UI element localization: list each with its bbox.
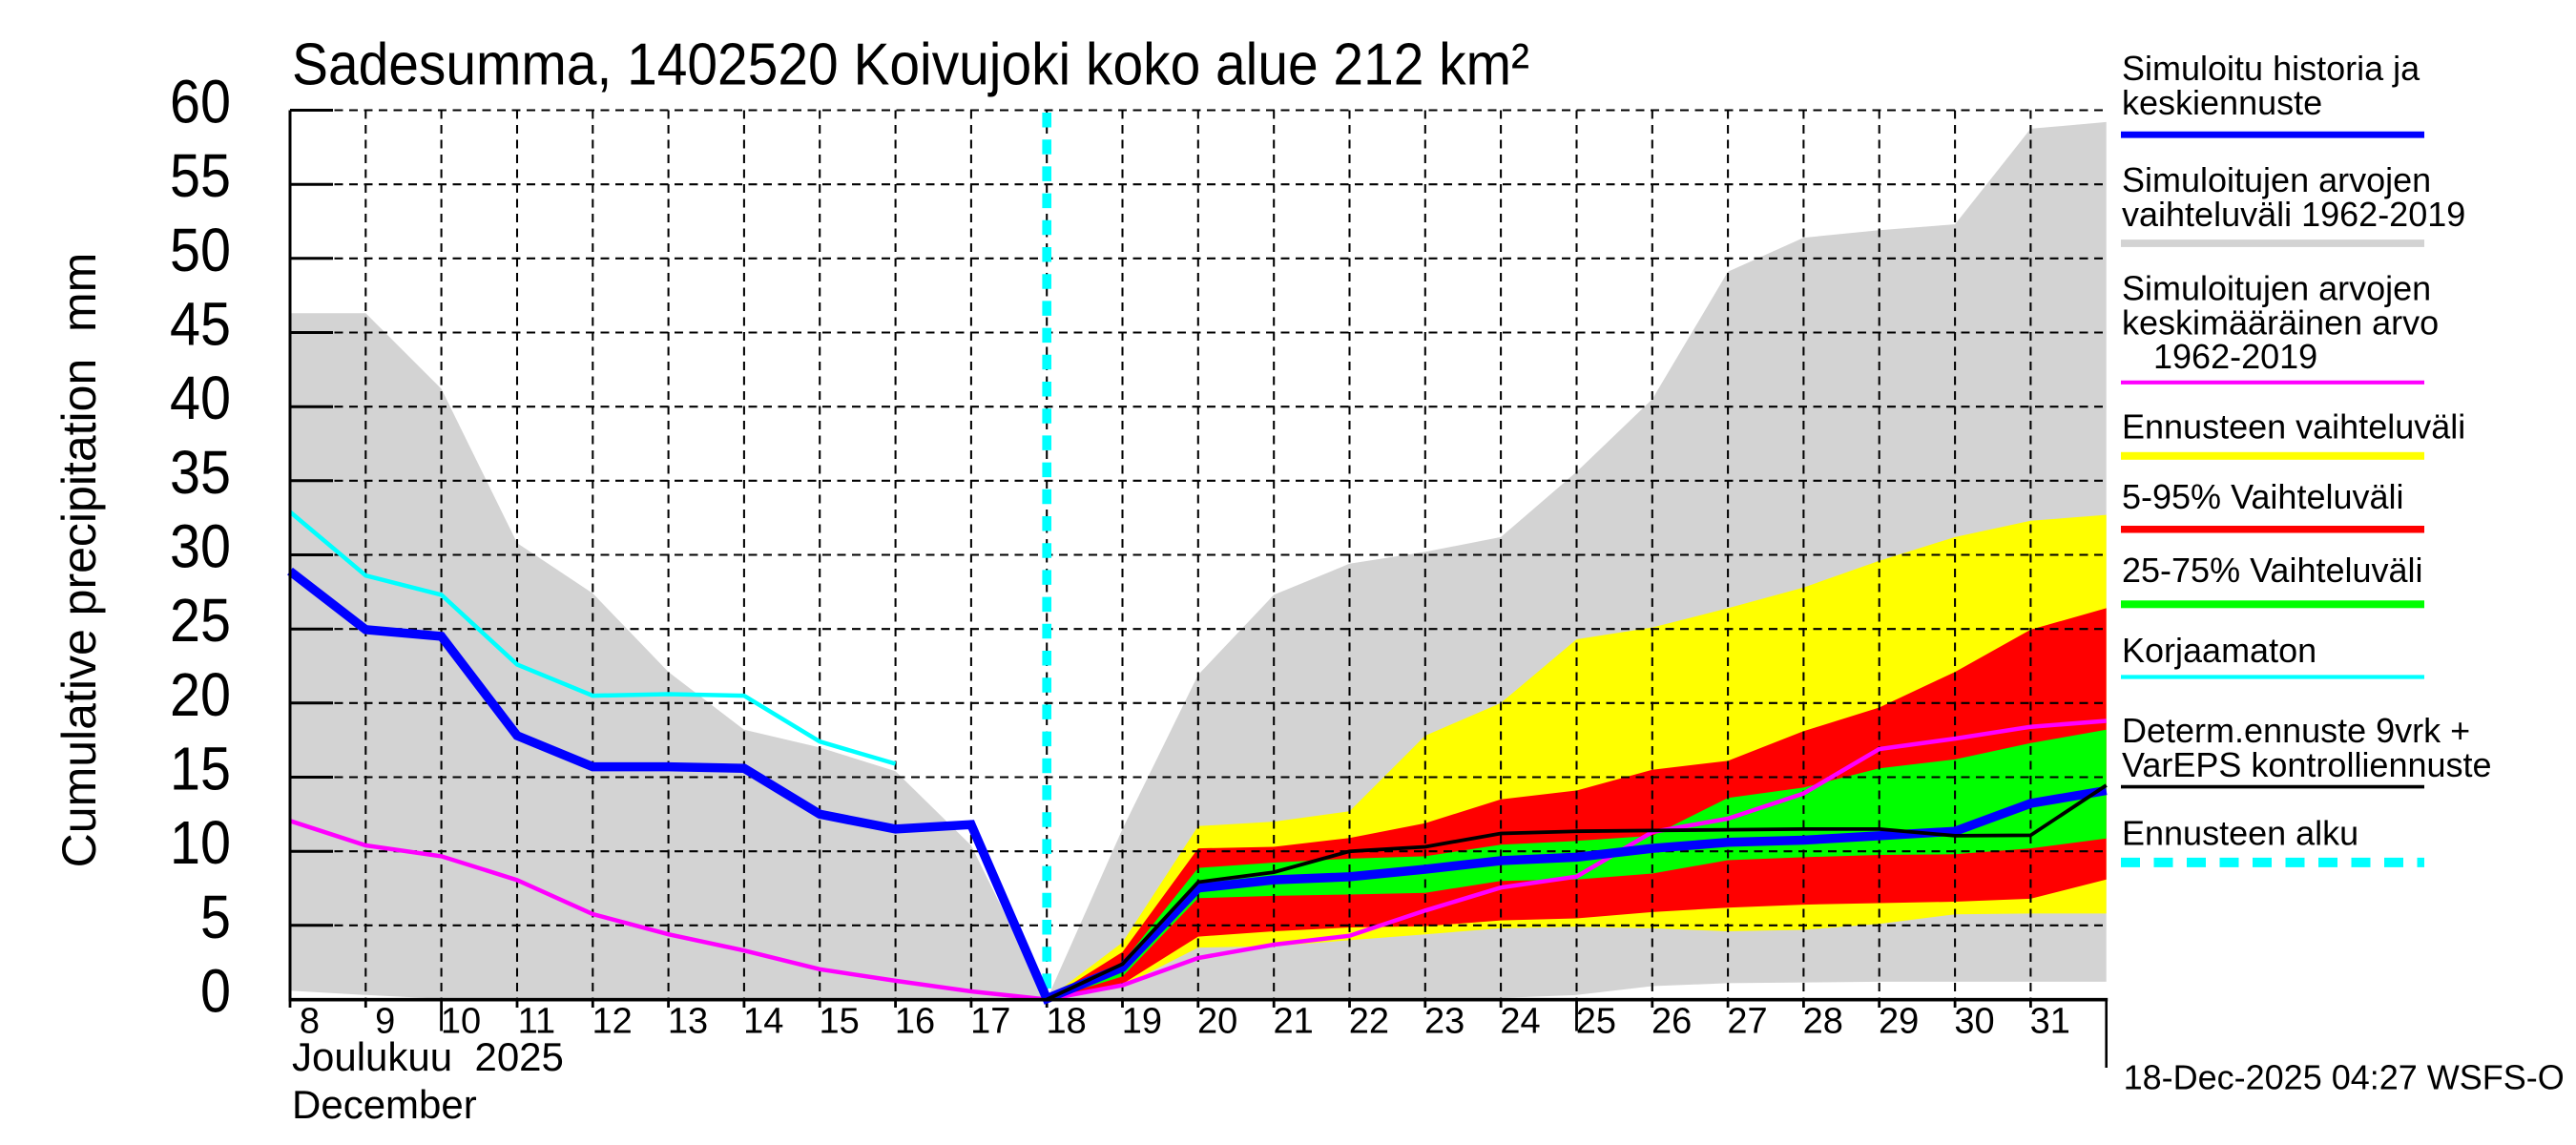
svg-text:25: 25 — [170, 586, 231, 655]
svg-text:5: 5 — [200, 883, 231, 951]
svg-text:23: 23 — [1424, 1002, 1465, 1042]
svg-text:13: 13 — [668, 1002, 708, 1042]
svg-text:Cumulative precipitation mm: Cumulative precipitation mm — [52, 253, 106, 868]
svg-text:16: 16 — [895, 1002, 935, 1042]
svg-text:10: 10 — [170, 808, 231, 877]
svg-text:Simuloitu historia ja: Simuloitu historia ja — [2122, 49, 2420, 88]
svg-text:12: 12 — [592, 1002, 633, 1042]
svg-text:Simuloitujen arvojen: Simuloitujen arvojen — [2122, 160, 2431, 199]
svg-text:17: 17 — [970, 1002, 1010, 1042]
svg-text:keskiennuste: keskiennuste — [2122, 83, 2322, 122]
svg-text:18: 18 — [1046, 1002, 1086, 1042]
svg-text:50: 50 — [170, 216, 231, 284]
svg-text:11: 11 — [518, 1002, 555, 1042]
svg-text:0: 0 — [200, 957, 231, 1026]
svg-text:Ennusteen alku: Ennusteen alku — [2122, 814, 2358, 853]
svg-text:40: 40 — [170, 364, 231, 432]
svg-text:Korjaamaton: Korjaamaton — [2122, 631, 2316, 670]
svg-text:VarEPS kontrolliennuste: VarEPS kontrolliennuste — [2122, 745, 2492, 784]
svg-text:Sadesumma, 1402520 Koivujoki k: Sadesumma, 1402520 Koivujoki koko alue 2… — [292, 32, 1529, 98]
svg-text:1962-2019: 1962-2019 — [2153, 337, 2317, 376]
svg-text:25-75% Vaihteluväli: 25-75% Vaihteluväli — [2122, 551, 2423, 590]
svg-text:25: 25 — [1576, 1002, 1616, 1042]
svg-text:60: 60 — [170, 68, 231, 136]
svg-text:26: 26 — [1652, 1002, 1692, 1042]
svg-text:8: 8 — [300, 1002, 320, 1042]
svg-text:20: 20 — [1197, 1002, 1237, 1042]
svg-text:15: 15 — [819, 1002, 859, 1042]
svg-text:keskimääräinen arvo: keskimääräinen arvo — [2122, 302, 2439, 342]
svg-text:45: 45 — [170, 290, 231, 359]
svg-text:18-Dec-2025 04:27 WSFS-O: 18-Dec-2025 04:27 WSFS-O — [2124, 1058, 2565, 1097]
svg-text:5-95% Vaihteluväli: 5-95% Vaihteluväli — [2122, 477, 2404, 516]
svg-text:20: 20 — [170, 660, 231, 729]
svg-text:21: 21 — [1273, 1002, 1313, 1042]
svg-text:27: 27 — [1727, 1002, 1767, 1042]
svg-text:28: 28 — [1803, 1002, 1843, 1042]
svg-text:9: 9 — [375, 1002, 395, 1042]
svg-text:December: December — [292, 1082, 477, 1127]
svg-text:Simuloitujen arvojen: Simuloitujen arvojen — [2122, 269, 2431, 308]
svg-text:vaihteluväli 1962-2019: vaihteluväli 1962-2019 — [2122, 195, 2465, 234]
svg-text:22: 22 — [1349, 1002, 1389, 1042]
svg-text:Joulukuu 2025: Joulukuu 2025 — [292, 1034, 564, 1079]
svg-text:14: 14 — [743, 1002, 783, 1042]
svg-text:31: 31 — [2030, 1002, 2070, 1042]
svg-text:30: 30 — [170, 512, 231, 581]
svg-text:Determ.ennuste 9vrk +: Determ.ennuste 9vrk + — [2122, 711, 2470, 750]
svg-text:10: 10 — [441, 1002, 481, 1042]
svg-text:15: 15 — [170, 735, 231, 803]
svg-text:30: 30 — [1954, 1002, 1994, 1042]
svg-text:Ennusteen vaihteluväli: Ennusteen vaihteluväli — [2122, 407, 2465, 447]
svg-text:55: 55 — [170, 141, 231, 210]
svg-text:24: 24 — [1500, 1002, 1540, 1042]
svg-text:35: 35 — [170, 438, 231, 507]
svg-text:29: 29 — [1879, 1002, 1919, 1042]
svg-text:19: 19 — [1122, 1002, 1162, 1042]
